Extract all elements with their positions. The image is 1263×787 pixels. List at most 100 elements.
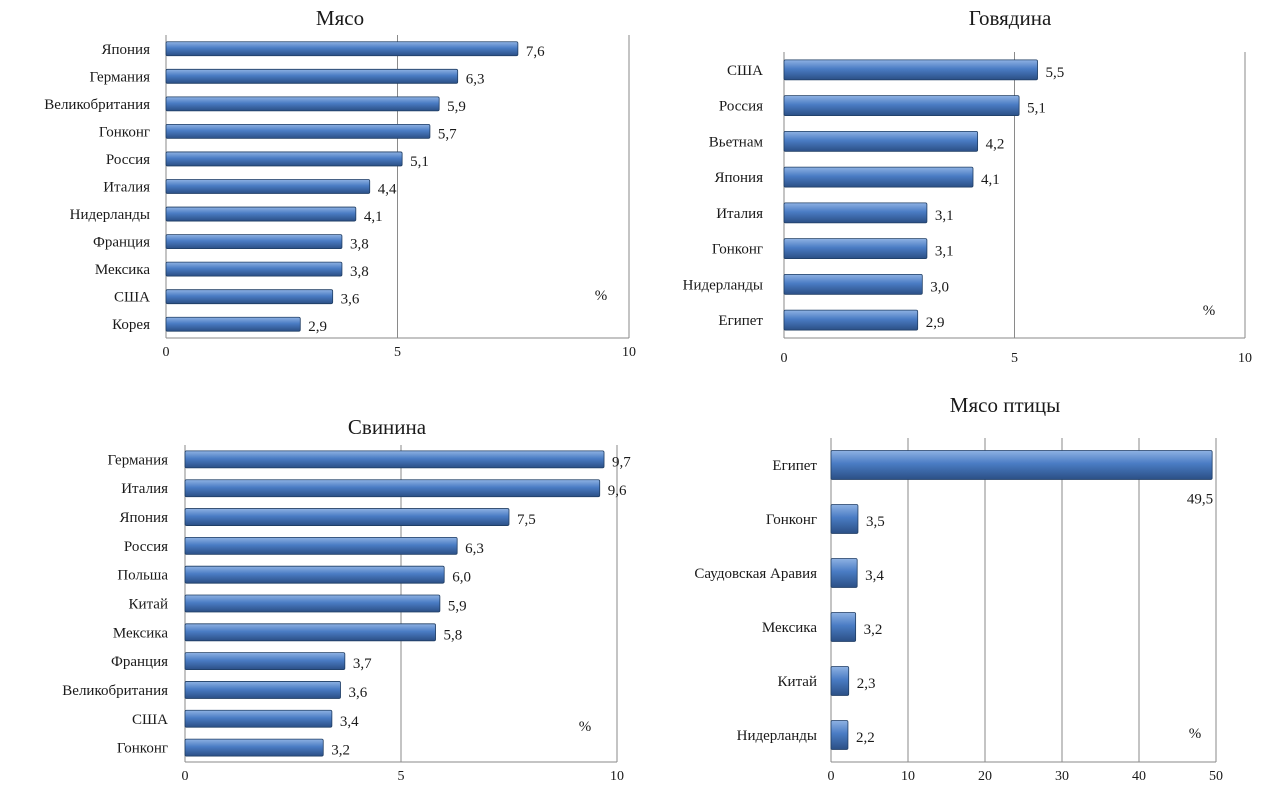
value-label: 3,1 [935, 244, 954, 260]
bar [165, 206, 357, 222]
category-label: Россия [719, 99, 763, 115]
chart-title: Свинина [348, 415, 427, 439]
bar [165, 41, 519, 57]
bar [165, 316, 301, 332]
category-label: Россия [106, 152, 150, 168]
category-label: Германия [108, 452, 169, 468]
bar [783, 202, 928, 224]
bar [184, 738, 324, 757]
bar [830, 720, 849, 750]
x-tick-label: 5 [398, 769, 405, 784]
value-label: 9,7 [612, 454, 631, 470]
value-label: 7,6 [526, 44, 545, 60]
bar [165, 68, 459, 84]
category-label: США [727, 63, 763, 79]
value-label: 5,1 [1027, 101, 1046, 117]
bar [184, 652, 346, 671]
category-label: Германия [90, 69, 151, 85]
value-label: 5,9 [448, 599, 467, 615]
bar [830, 612, 857, 642]
x-tick-label: 0 [828, 769, 835, 784]
x-tick-label: 5 [1011, 351, 1018, 366]
category-label: Египет [718, 313, 763, 329]
x-tick-label: 30 [1055, 769, 1069, 784]
x-tick-label: 0 [163, 345, 170, 360]
category-label: Гонконг [99, 124, 150, 140]
bar [184, 623, 436, 642]
value-label: 3,7 [353, 656, 372, 672]
value-label: 49,5 [1187, 492, 1213, 508]
bar [184, 681, 341, 699]
bar [830, 558, 858, 588]
x-tick-label: 10 [622, 345, 636, 360]
bar [830, 450, 1213, 480]
category-label: Великобритания [44, 97, 150, 113]
bar [184, 594, 441, 613]
category-label: Корея [112, 317, 150, 333]
category-label: Гонконг [766, 512, 817, 528]
x-tick-label: 5 [394, 345, 401, 360]
value-label: 4,2 [986, 136, 1005, 152]
bar [165, 151, 403, 167]
unit-label: % [1189, 726, 1202, 742]
bar [184, 536, 458, 555]
value-label: 4,4 [378, 182, 397, 198]
value-label: 3,2 [864, 622, 883, 638]
value-label: 7,5 [517, 512, 536, 528]
category-label: Италия [103, 180, 150, 196]
x-tick-label: 20 [978, 769, 992, 784]
value-label: 6,3 [465, 541, 484, 557]
value-label: 2,2 [856, 730, 875, 746]
bar [184, 508, 510, 526]
value-label: 6,0 [452, 570, 471, 586]
bar [165, 179, 371, 194]
category-label: Франция [93, 235, 150, 251]
value-label: 3,0 [930, 279, 949, 295]
value-label: 3,2 [331, 743, 350, 759]
bar [184, 479, 601, 498]
category-label: США [114, 290, 150, 306]
bar [830, 666, 850, 696]
value-label: 3,6 [341, 292, 360, 308]
category-label: Саудовская Аравия [694, 566, 817, 582]
value-label: 5,8 [444, 627, 463, 643]
bar [165, 289, 334, 305]
chart-title: Мясо птицы [950, 393, 1060, 417]
value-label: 4,1 [364, 209, 383, 225]
category-label: Мексика [113, 625, 168, 641]
value-label: 3,6 [349, 685, 368, 701]
x-tick-label: 10 [1238, 351, 1252, 366]
category-label: Нидерланды [70, 207, 150, 223]
category-label: Египет [772, 458, 817, 474]
bar [783, 238, 928, 260]
bar [830, 504, 859, 534]
category-label: Мексика [762, 620, 817, 636]
bar [184, 709, 333, 728]
bar [165, 261, 343, 277]
category-label: Китай [778, 674, 817, 690]
value-label: 5,1 [410, 154, 429, 170]
category-label: Китай [129, 597, 168, 613]
category-label: США [132, 712, 168, 728]
chart-title: Мясо [316, 6, 364, 30]
category-label: Нидерланды [683, 277, 763, 293]
bar [165, 234, 343, 249]
category-label: Гонконг [117, 741, 168, 757]
category-label: Нидерланды [737, 728, 817, 744]
bar [783, 166, 974, 188]
bar [783, 309, 919, 331]
x-tick-label: 0 [781, 351, 788, 366]
x-tick-label: 50 [1209, 769, 1223, 784]
value-label: 6,3 [466, 71, 485, 87]
value-label: 2,9 [926, 315, 945, 331]
category-label: Япония [715, 170, 764, 186]
category-label: Мексика [95, 262, 150, 278]
chart-title: Говядина [969, 6, 1052, 30]
value-label: 3,4 [865, 568, 884, 584]
value-label: 2,3 [857, 676, 876, 692]
unit-label: % [595, 288, 608, 304]
value-label: 3,8 [350, 237, 369, 253]
value-label: 5,7 [438, 126, 457, 142]
x-tick-label: 10 [901, 769, 915, 784]
